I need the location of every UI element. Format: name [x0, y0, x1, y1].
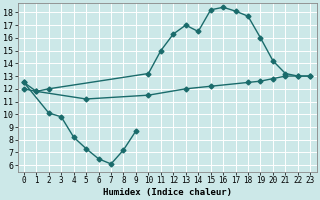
X-axis label: Humidex (Indice chaleur): Humidex (Indice chaleur)	[103, 188, 232, 197]
